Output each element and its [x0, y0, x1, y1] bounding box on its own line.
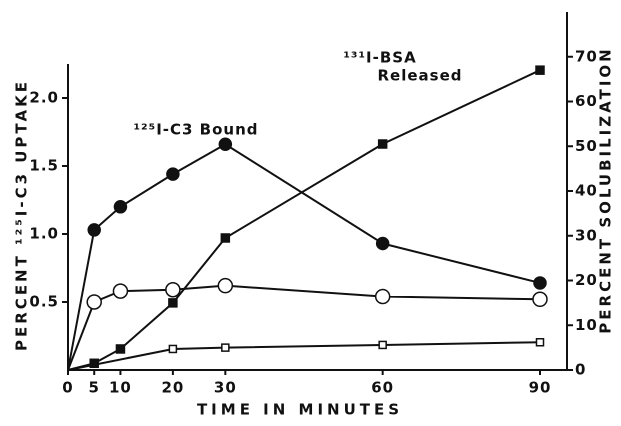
- marker: [168, 344, 178, 354]
- y-tick-label: 0.5: [29, 293, 59, 311]
- marker: [113, 200, 128, 214]
- y2-tick-label: 20: [575, 271, 598, 289]
- marker: [375, 236, 390, 251]
- series-line: [67, 143, 541, 371]
- marker: [378, 340, 387, 350]
- marker: [217, 277, 234, 294]
- marker: [535, 65, 545, 75]
- marker: [165, 282, 181, 298]
- y2-tick-label: 70: [575, 47, 598, 65]
- x-axis-label: TIME IN MINUTES: [197, 401, 403, 419]
- series-line: [67, 69, 541, 371]
- y2-tick-label: 50: [575, 137, 598, 155]
- annotation: ¹³¹I-BSA: [343, 49, 416, 67]
- series-line: [67, 284, 541, 371]
- y2-tick-label: 60: [575, 92, 598, 110]
- marker: [112, 283, 129, 299]
- x-tick-label: 0: [62, 379, 73, 397]
- y2-tick-label: 30: [575, 226, 598, 244]
- series-line: [67, 341, 541, 371]
- marker: [377, 139, 388, 149]
- y-tick-label: 1.5: [29, 157, 59, 175]
- marker: [532, 291, 548, 308]
- marker: [218, 137, 233, 151]
- marker: [535, 338, 545, 347]
- y-tick-label: 1.0: [29, 225, 59, 243]
- y2-axis-label: PERCENT SOLUBILIZATION: [597, 46, 615, 333]
- annotation: Released: [378, 67, 463, 85]
- annotation: ¹²⁵I-C3 Bound: [133, 121, 258, 139]
- marker: [87, 223, 101, 237]
- y2-tick-label: 40: [575, 182, 598, 200]
- marker: [168, 298, 178, 308]
- marker: [374, 288, 391, 305]
- x-tick-label: 90: [529, 379, 552, 397]
- marker: [115, 344, 126, 354]
- marker: [166, 167, 180, 181]
- x-tick-label: 5: [89, 379, 100, 397]
- x-tick-label: 60: [371, 379, 394, 397]
- marker: [533, 276, 547, 290]
- y2-tick-label: 10: [575, 316, 598, 334]
- x-tick-label: 30: [214, 379, 237, 397]
- y2-tick-label: 0: [575, 361, 586, 379]
- x-tick-label: 20: [161, 379, 184, 397]
- marker: [221, 343, 230, 352]
- x-tick-label: 10: [109, 379, 132, 397]
- marker: [86, 294, 102, 310]
- marker: [220, 233, 231, 243]
- y-axis-label: PERCENT ¹²⁵I-C3 UPTAKE: [13, 79, 31, 351]
- y-tick-label: 2.0: [29, 89, 59, 107]
